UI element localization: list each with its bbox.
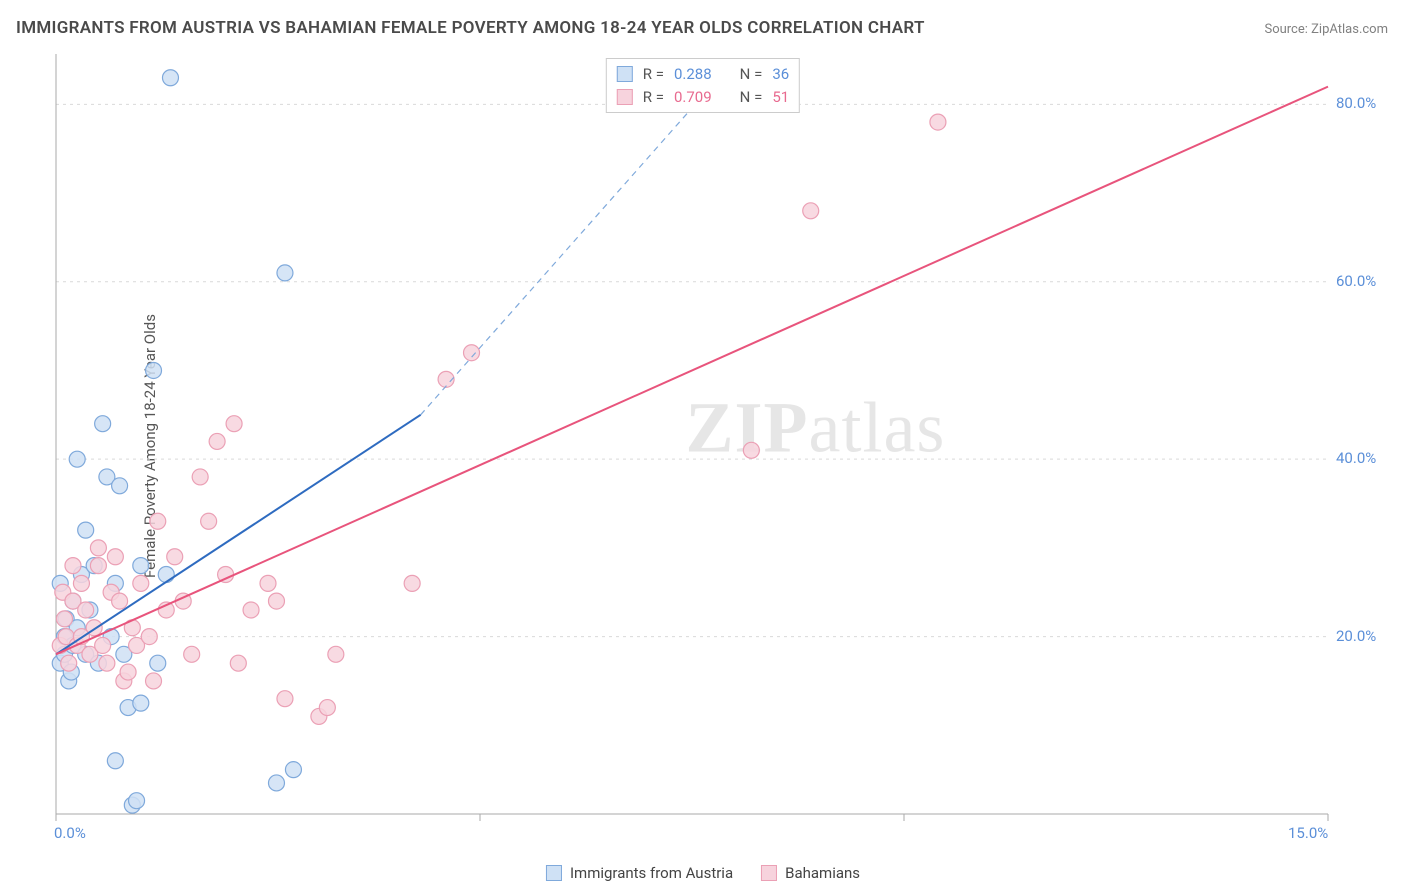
x-tick-label: 0.0% — [54, 824, 86, 842]
stats-row-austria: R = 0.288 N = 36 — [617, 63, 789, 86]
legend-item-austria: Immigrants from Austria — [546, 864, 733, 882]
source-label: Source: ZipAtlas.com — [1264, 22, 1388, 37]
swatch-icon — [617, 66, 633, 82]
swatch-icon — [761, 865, 777, 881]
legend-item-bahamians: Bahamians — [761, 864, 860, 882]
y-tick-label: 40.0% — [1336, 449, 1376, 467]
y-tick-label: 20.0% — [1336, 627, 1376, 645]
swatch-icon — [617, 89, 633, 105]
stats-row-bahamians: R = 0.709 N = 51 — [617, 86, 789, 109]
y-tick-label: 60.0% — [1336, 272, 1376, 290]
stat-n-value: 36 — [772, 63, 789, 86]
stat-n-label: N = — [740, 86, 763, 109]
stat-r-label: R = — [643, 63, 664, 86]
y-tick-label: 80.0% — [1336, 94, 1376, 112]
bottom-legend: Immigrants from Austria Bahamians — [546, 864, 860, 882]
stat-n-label: N = — [740, 63, 763, 86]
stats-legend-box: R = 0.288 N = 36 R = 0.709 N = 51 — [606, 58, 800, 113]
legend-label: Immigrants from Austria — [570, 864, 733, 882]
chart-title: IMMIGRANTS FROM AUSTRIA VS BAHAMIAN FEMA… — [16, 18, 925, 38]
stat-n-value: 51 — [772, 86, 789, 109]
swatch-icon — [546, 865, 562, 881]
scatter-chart — [48, 54, 1388, 834]
stat-r-value: 0.288 — [674, 63, 712, 86]
stat-r-value: 0.709 — [674, 86, 712, 109]
x-tick-label: 15.0% — [1288, 824, 1328, 842]
legend-label: Bahamians — [785, 864, 860, 882]
stat-r-label: R = — [643, 86, 664, 109]
